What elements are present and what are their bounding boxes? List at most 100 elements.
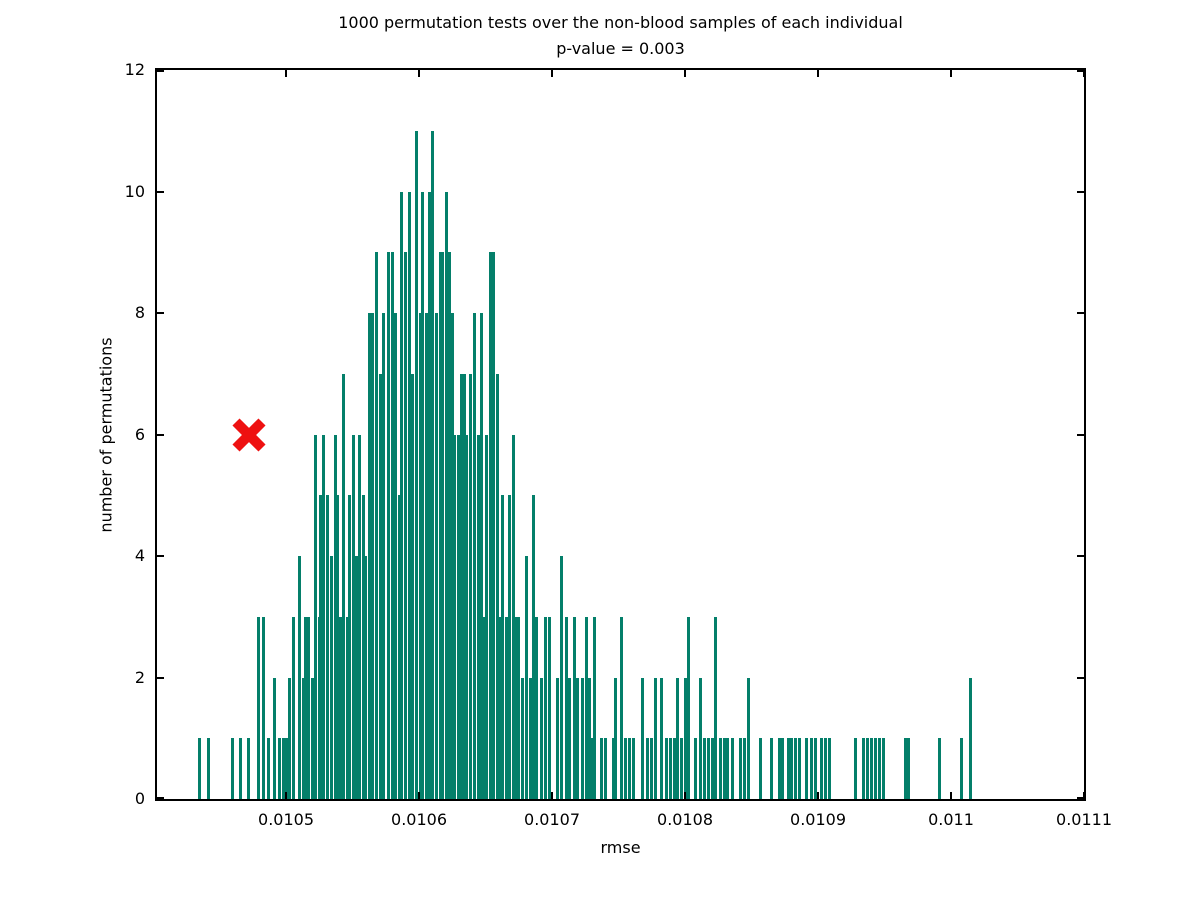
x-tick-label: 0.0109 — [790, 810, 846, 829]
histogram-bar — [521, 677, 525, 799]
histogram-bar — [256, 616, 260, 799]
axis-tick — [285, 792, 287, 799]
y-axis-label: number of permutations — [96, 337, 116, 533]
histogram-bar — [357, 434, 361, 799]
axis-tick — [1077, 797, 1084, 799]
axis-tick — [1077, 433, 1084, 436]
histogram-bar — [297, 556, 301, 799]
histogram-bar — [789, 738, 793, 799]
histogram-bar — [869, 738, 873, 799]
histogram-bar — [599, 738, 603, 799]
histogram-bar — [853, 738, 857, 799]
histogram-bar — [207, 738, 211, 799]
histogram-bar — [333, 434, 337, 799]
axis-tick — [1083, 792, 1085, 799]
histogram-bar — [865, 738, 869, 799]
histogram-bar — [231, 738, 235, 799]
histogram-bar — [421, 191, 425, 799]
y-tick-label: 4 — [134, 546, 145, 565]
histogram-bar — [906, 738, 910, 799]
histogram-bar — [386, 252, 390, 799]
histogram-bar — [687, 616, 691, 799]
histogram-bar — [491, 252, 495, 799]
histogram-bar — [543, 616, 547, 799]
x-tick-label: 0.0107 — [524, 810, 580, 829]
histogram-bar — [611, 738, 615, 799]
histogram-bar — [425, 313, 429, 799]
histogram-bar — [198, 738, 202, 799]
histogram-bar — [539, 677, 543, 799]
histogram-bar — [370, 313, 374, 799]
histogram-bar — [593, 616, 597, 799]
y-tick-label: 10 — [124, 181, 145, 201]
histogram-bar — [731, 738, 735, 799]
histogram-bar — [668, 738, 672, 799]
histogram-bar — [619, 616, 623, 799]
x-tick-label: 0.0108 — [657, 810, 713, 829]
histogram-bar — [495, 373, 499, 799]
axis-tick — [817, 70, 819, 77]
histogram-bar — [581, 677, 585, 799]
axis-tick — [157, 433, 164, 436]
histogram-bar — [410, 373, 414, 799]
histogram-bar — [339, 616, 343, 799]
histogram-bar — [679, 738, 683, 799]
histogram-bar — [573, 616, 577, 799]
histogram-bar — [450, 313, 454, 799]
x-axis-tick-labels: 0.0105 0.0106 0.0107 0.0108 0.0109 0.011 0.011… — [157, 810, 1112, 832]
axis-tick — [1077, 190, 1084, 193]
axis-tick — [950, 792, 952, 799]
histogram-bar — [482, 616, 486, 799]
histogram-bar — [381, 313, 385, 799]
histogram-bar — [430, 130, 434, 799]
histogram-bar — [960, 738, 964, 799]
chart-subtitle: p-value = 0.003 — [556, 39, 685, 58]
histogram-bar — [501, 495, 505, 799]
axis-tick — [1077, 312, 1084, 314]
histogram-bar — [267, 738, 271, 799]
histogram-bar — [646, 738, 650, 799]
histogram-bar — [261, 616, 265, 799]
axis-tick — [1077, 70, 1084, 72]
axis-tick — [157, 555, 164, 557]
histogram-bar — [329, 556, 333, 799]
histogram-bar — [498, 616, 502, 799]
y-tick-label: 0 — [134, 789, 145, 808]
histogram-bar — [292, 616, 296, 799]
chart-title: 1000 permutation tests over the non-bloo… — [338, 13, 903, 32]
axis-tick — [157, 312, 164, 314]
axis-tick — [817, 792, 819, 799]
histogram-bar — [683, 677, 687, 799]
histogram-bar — [301, 677, 305, 799]
histogram-bar — [567, 677, 571, 799]
histogram-bar — [288, 677, 292, 799]
axis-tick — [551, 70, 553, 77]
axis-tick — [418, 70, 420, 77]
histogram-bar — [307, 616, 311, 799]
histogram-bar — [457, 434, 461, 799]
histogram-bar — [477, 434, 481, 799]
histogram-bar — [361, 495, 365, 799]
histogram-bar — [614, 677, 618, 799]
observed-value-x-marker — [232, 417, 266, 452]
histogram-bar — [281, 738, 285, 799]
histogram-bar — [393, 313, 397, 799]
histogram-bar — [529, 677, 533, 799]
histogram-bar — [719, 738, 723, 799]
histogram-bar — [759, 738, 763, 799]
histogram-bar — [525, 556, 529, 799]
histogram-bar — [453, 434, 457, 799]
histogram-bar — [699, 677, 703, 799]
histogram-bar — [531, 495, 535, 799]
histogram-bar — [460, 373, 464, 799]
histogram-bar — [438, 252, 442, 799]
histogram-bar — [514, 616, 518, 799]
y-tick-label: 6 — [134, 424, 145, 444]
histogram-bar — [505, 616, 509, 799]
y-axis-tick-labels: 0 2 4 6 8 10 12 — [0, 60, 145, 808]
histogram-bar — [769, 738, 773, 799]
histogram-bar — [448, 252, 452, 799]
axis-tick — [157, 797, 164, 799]
histogram-bar — [321, 434, 325, 799]
